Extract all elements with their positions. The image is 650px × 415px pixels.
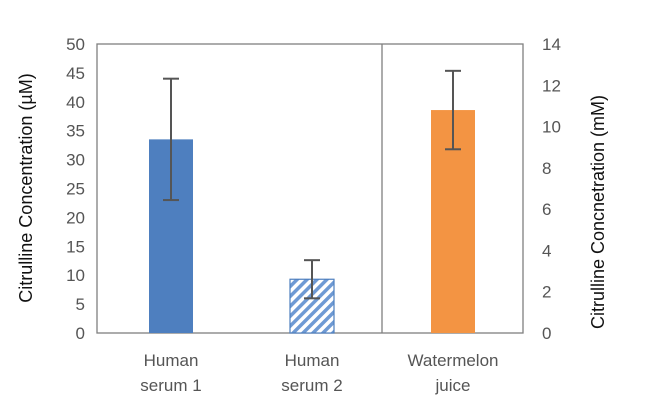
category-label: serum 1 bbox=[140, 376, 201, 395]
error-bar-1 bbox=[304, 259, 320, 300]
y-left-tick-label: 0 bbox=[76, 324, 85, 343]
y-axis-left-title: Citrulline Concentration (µM) bbox=[16, 73, 36, 302]
category-label: Human bbox=[144, 351, 199, 370]
y-right-tick-label: 10 bbox=[542, 118, 561, 137]
category-label: serum 2 bbox=[281, 376, 342, 395]
y-left-tick-label: 10 bbox=[66, 266, 85, 285]
error-bars-layer bbox=[163, 69, 461, 300]
category-label: juice bbox=[435, 376, 471, 395]
y-left-tick-label: 40 bbox=[66, 93, 85, 112]
y-left-tick-label: 45 bbox=[66, 64, 85, 83]
y-left-tick-label: 35 bbox=[66, 122, 85, 141]
category-label: Watermelon bbox=[407, 351, 498, 370]
y-right-tick-label: 4 bbox=[542, 241, 551, 260]
y-right-tick-label: 14 bbox=[542, 35, 561, 54]
category-label: Human bbox=[285, 351, 340, 370]
y-right-tick-label: 2 bbox=[542, 283, 551, 302]
y-left-tick-label: 5 bbox=[76, 295, 85, 314]
y-axis-right-ticks: 0 2 4 6 8 10 12 14 bbox=[542, 35, 561, 343]
y-axis-right-title: Citrulline Concnetration (mM) bbox=[588, 95, 608, 329]
y-axis-left-ticks: 0 5 10 15 20 25 30 35 40 45 50 bbox=[66, 35, 85, 343]
y-right-tick-label: 12 bbox=[542, 76, 561, 95]
y-right-tick-label: 8 bbox=[542, 159, 551, 178]
bars-layer bbox=[149, 110, 475, 334]
y-right-tick-label: 6 bbox=[542, 200, 551, 219]
error-bar-0 bbox=[163, 77, 179, 202]
y-left-tick-label: 25 bbox=[66, 180, 85, 199]
y-left-tick-label: 30 bbox=[66, 151, 85, 170]
error-bar-2 bbox=[445, 69, 461, 151]
y-right-tick-label: 0 bbox=[542, 324, 551, 343]
y-left-tick-label: 50 bbox=[66, 35, 85, 54]
y-left-tick-label: 20 bbox=[66, 208, 85, 227]
y-left-tick-label: 15 bbox=[66, 237, 85, 256]
x-axis-category-labels: Human serum 1 Human serum 2 Watermelon juice bbox=[140, 351, 498, 395]
